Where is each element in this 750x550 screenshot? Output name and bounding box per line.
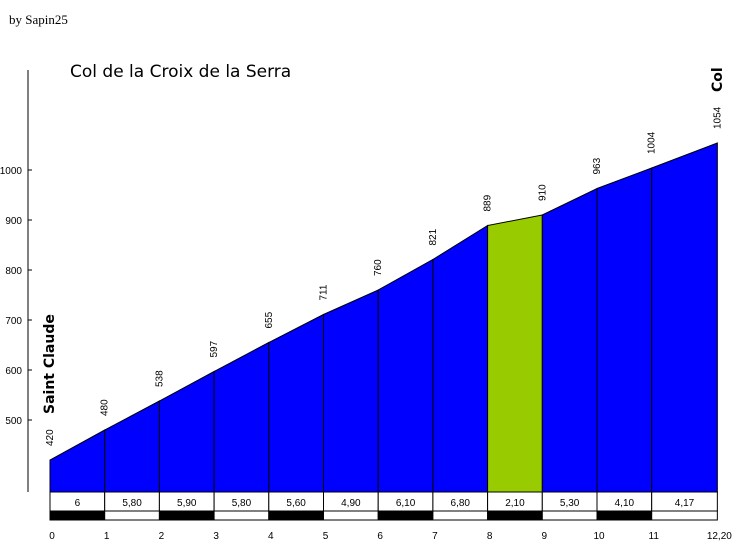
- gradient-label: 5,80: [122, 498, 142, 509]
- profile-segment: [158, 370, 215, 493]
- x-tick-label: 4: [268, 531, 274, 542]
- gradient-row: 6 5,80 5,90 5,80 5,60 4,90 6,10 6,80 2,10 5,30 4,1…: [49, 491, 718, 512]
- credit-text: by Sapin25: [9, 12, 68, 27]
- gradient-label: 4,10: [615, 498, 635, 509]
- profile-segment: [487, 214, 543, 493]
- elevation-label: 821: [428, 228, 439, 245]
- y-tick-label: 500: [5, 416, 22, 427]
- km-bar-segment: [651, 510, 718, 521]
- elevation-label: 711: [319, 284, 330, 300]
- x-tick-label: 10: [593, 531, 605, 542]
- start-label: Saint Claude: [42, 314, 58, 414]
- gradient-label: 5,30: [560, 498, 580, 509]
- elevation-label: 760: [373, 259, 384, 276]
- y-tick-label: 700: [5, 316, 22, 327]
- elevation-label: 889: [483, 194, 494, 211]
- profile-segment: [596, 167, 653, 493]
- gradient-label: 6,10: [396, 498, 416, 509]
- km-bar-segment: [268, 510, 324, 521]
- profile-segment: [323, 289, 379, 493]
- x-tick-label: 8: [487, 531, 493, 542]
- gradient-label: 5,60: [286, 498, 306, 509]
- elevation-label: 1054: [712, 106, 723, 129]
- gradient-label: 4,17: [675, 498, 695, 509]
- y-tick-label: 900: [5, 216, 22, 227]
- x-tick-label: 3: [213, 531, 219, 542]
- x-tick-label: 2: [159, 531, 165, 542]
- km-scale-bar: [49, 510, 718, 521]
- elevation-label: 597: [209, 340, 220, 357]
- y-axis-ticks: 500 600 700 800 900 1000: [0, 166, 32, 427]
- profile-segment: [49, 429, 106, 493]
- km-bar-segment: [158, 510, 215, 521]
- x-tick-label: 1: [104, 531, 110, 542]
- km-bar-segment: [487, 510, 543, 521]
- profile-segment: [541, 187, 598, 493]
- elevation-label: 655: [264, 311, 275, 328]
- end-label: Col: [710, 67, 726, 92]
- gradient-label: 5,80: [232, 498, 252, 509]
- gradient-label: 6,80: [451, 498, 471, 509]
- y-tick-label: 600: [5, 366, 22, 377]
- gradient-label: 2,10: [505, 498, 525, 509]
- elevation-label: 1004: [647, 131, 658, 154]
- x-tick-label: 7: [432, 531, 438, 542]
- profile-segment: [268, 313, 324, 493]
- elevation-label: 480: [100, 399, 111, 416]
- y-tick-label: 800: [5, 266, 22, 277]
- profile-segment: [651, 142, 718, 493]
- profile-segment: [104, 400, 160, 493]
- km-bar-segment: [323, 510, 379, 521]
- profile-segment: [432, 224, 489, 493]
- chart-title: Col de la Croix de la Serra: [70, 62, 291, 82]
- x-tick-label: 6: [377, 531, 383, 542]
- km-bar-segment: [541, 510, 598, 521]
- elevation-labels: 420 480 538 597 655 711 760 821 889 910 963 1004 105…: [45, 106, 723, 446]
- profile-segments: [49, 142, 718, 493]
- x-tick-label: 5: [323, 531, 329, 542]
- x-tick-label: 9: [542, 531, 548, 542]
- x-tick-label: 12,20: [707, 531, 732, 542]
- gradient-label: 5,90: [177, 498, 197, 509]
- x-tick-label: 0: [49, 531, 55, 542]
- gradient-label: 6: [75, 498, 81, 509]
- elevation-label: 538: [154, 370, 165, 387]
- x-axis-ticks: 0 1 2 3 4 5 6 7 8 9 10 11 12,20: [49, 531, 732, 542]
- km-bar-segment: [104, 510, 160, 521]
- gradient-label: 4,90: [341, 498, 361, 509]
- elevation-label: 910: [537, 184, 548, 201]
- km-bar-segment: [432, 510, 489, 521]
- profile-segment: [213, 341, 270, 493]
- km-bar-segment: [213, 510, 270, 521]
- x-tick-label: 11: [649, 531, 660, 542]
- y-tick-label: 1000: [0, 166, 22, 177]
- profile-segment: [377, 258, 434, 493]
- km-bar-segment: [49, 510, 106, 521]
- km-bar-segment: [596, 510, 653, 521]
- elevation-label: 420: [45, 429, 56, 446]
- km-bar-segment: [377, 510, 434, 521]
- elevation-label: 963: [592, 157, 603, 174]
